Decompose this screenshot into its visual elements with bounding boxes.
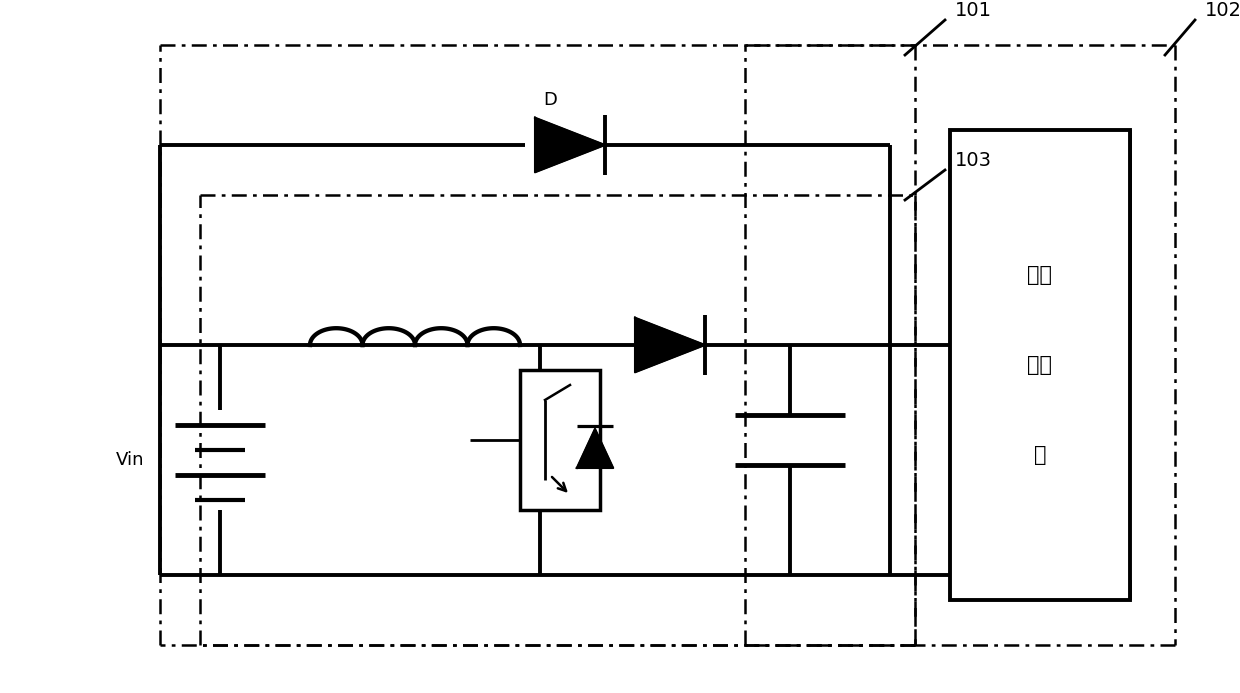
Text: 101: 101: [955, 1, 992, 19]
Bar: [950, 130, 1130, 600]
Polygon shape: [577, 429, 614, 468]
Bar: [520, 370, 600, 510]
Text: 光伏: 光伏: [1028, 265, 1053, 285]
Text: 102: 102: [1205, 1, 1240, 19]
Polygon shape: [635, 317, 706, 372]
Text: 逆变: 逆变: [1028, 355, 1053, 375]
Polygon shape: [534, 118, 605, 173]
Text: Vin: Vin: [115, 451, 144, 469]
Text: 103: 103: [955, 150, 992, 170]
Text: D: D: [543, 91, 557, 109]
Text: 器: 器: [1034, 445, 1047, 465]
